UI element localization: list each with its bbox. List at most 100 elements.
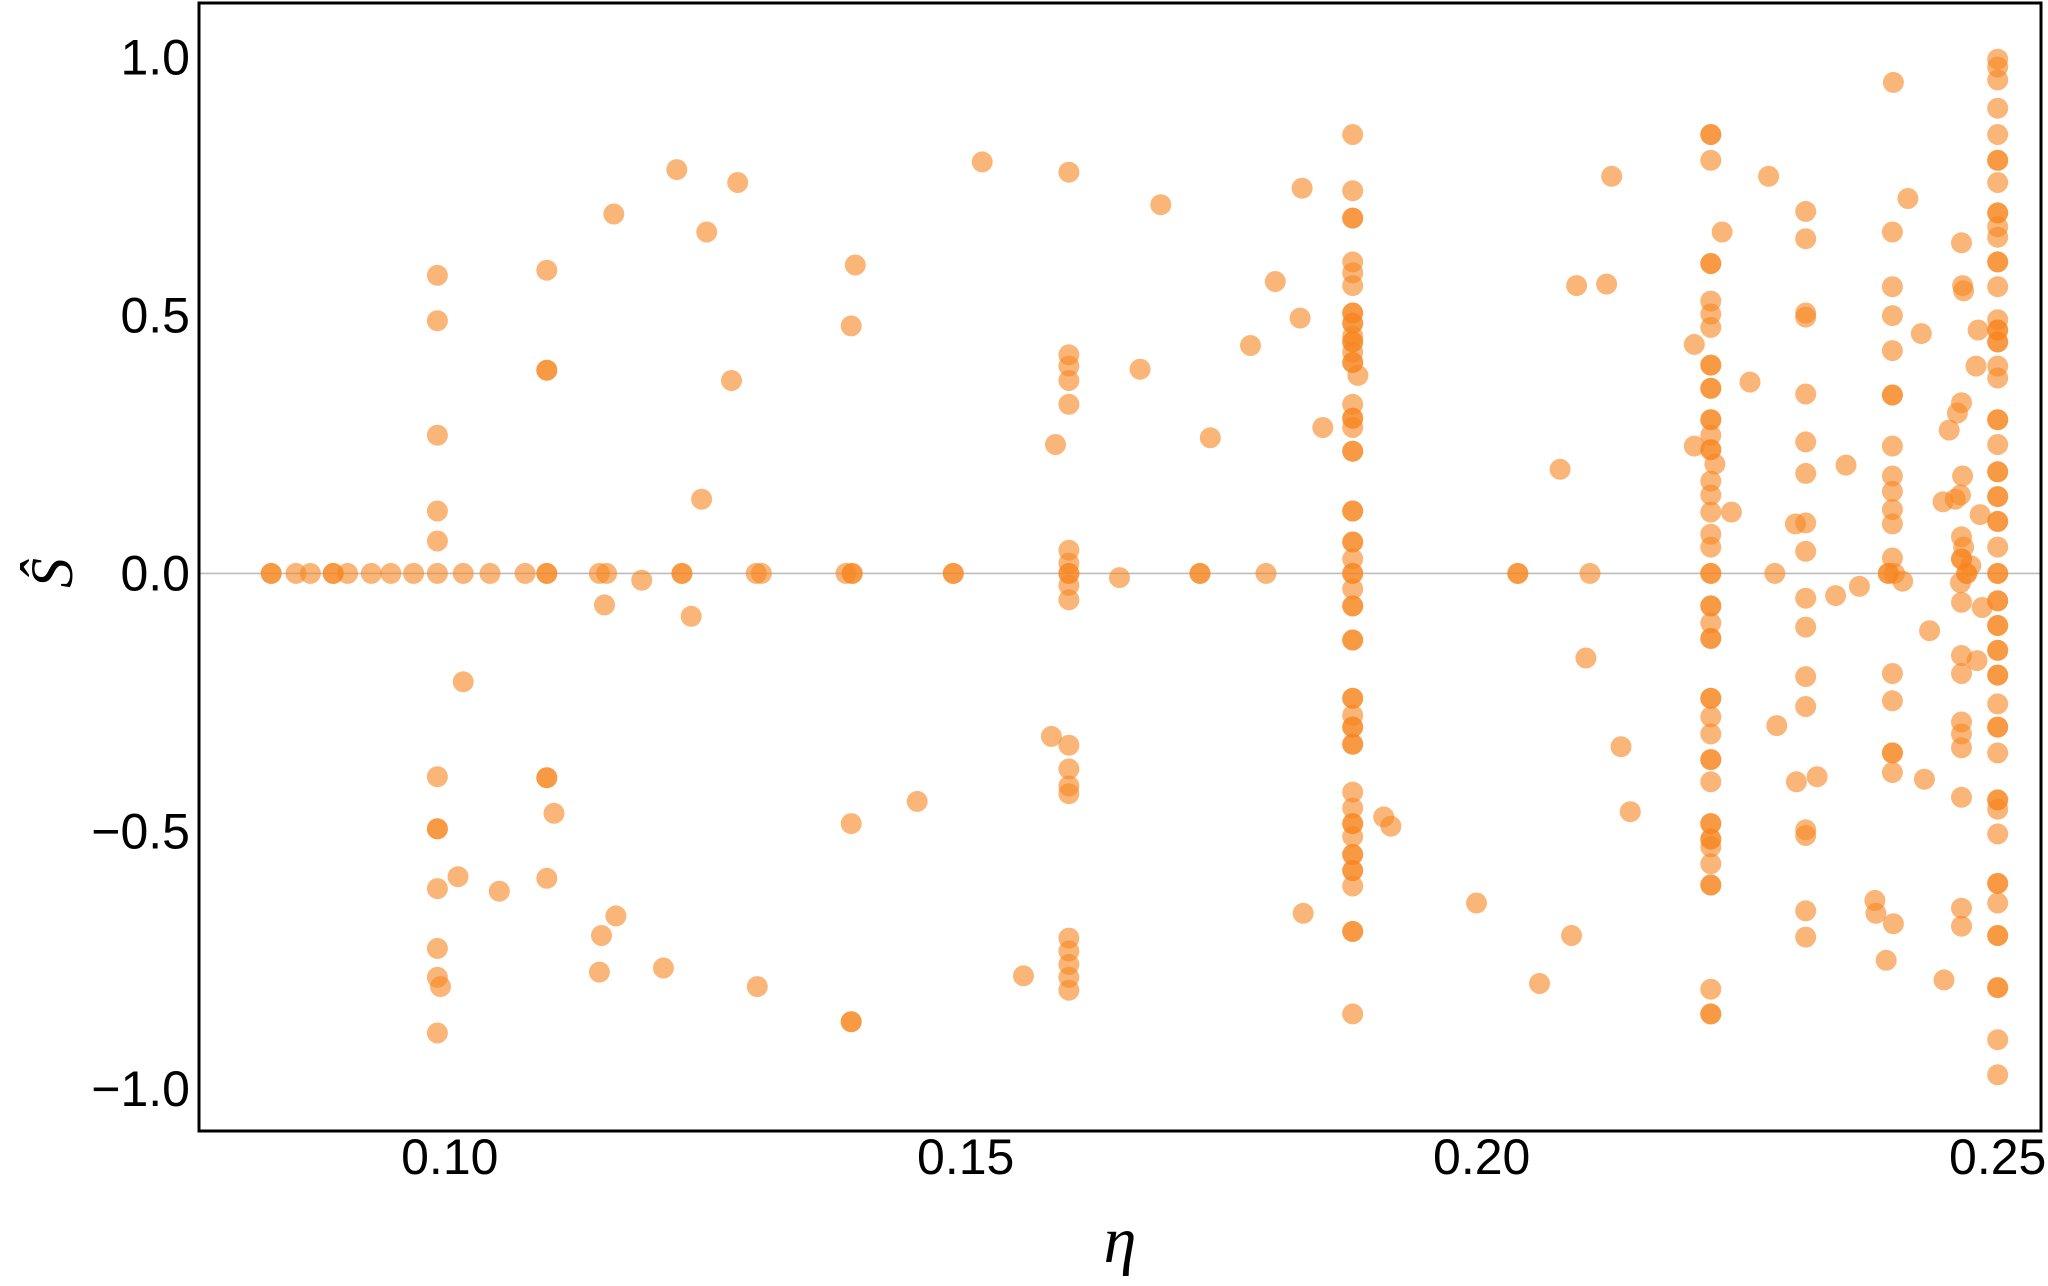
data-point	[1987, 331, 2009, 353]
data-point	[426, 424, 448, 446]
data-point	[1951, 737, 1972, 759]
data-point	[1342, 687, 1364, 709]
data-point	[1951, 915, 1972, 937]
y-tick-label: 0.0	[120, 545, 190, 601]
data-point	[1785, 771, 1807, 793]
data-point	[1342, 1003, 1364, 1025]
data-point	[1342, 578, 1364, 600]
data-point	[1058, 783, 1080, 805]
data-point	[1700, 484, 1722, 506]
data-point	[1700, 813, 1722, 835]
data-point	[1919, 620, 1941, 642]
data-point	[1987, 872, 2009, 894]
data-point	[1347, 364, 1369, 386]
data-point	[426, 766, 448, 788]
data-point	[727, 172, 749, 193]
data-point	[1987, 276, 2009, 298]
data-point	[1987, 486, 2009, 508]
data-point	[426, 1022, 448, 1044]
data-point	[1264, 271, 1286, 292]
data-point	[1058, 355, 1080, 377]
data-point	[840, 315, 862, 337]
x-tick-label: 0.25	[1949, 1129, 2046, 1185]
data-point	[1700, 149, 1722, 171]
data-point	[1342, 860, 1364, 881]
data-point	[1795, 431, 1817, 453]
data-point	[1881, 340, 1903, 362]
data-point	[1987, 716, 2009, 738]
data-point	[1013, 965, 1034, 987]
data-point	[1704, 453, 1726, 475]
data-point	[1700, 1003, 1722, 1025]
data-point	[1766, 715, 1788, 737]
data-point	[1058, 589, 1080, 611]
data-point	[1951, 897, 1972, 919]
data-point	[1881, 663, 1903, 684]
data-point	[1255, 562, 1277, 584]
y-tick-label: −0.5	[91, 803, 190, 859]
data-point	[536, 562, 558, 584]
data-point	[1795, 900, 1817, 922]
x-tick-label: 0.15	[917, 1129, 1014, 1185]
data-point	[536, 359, 558, 381]
data-point	[1795, 926, 1817, 948]
data-point	[1342, 180, 1364, 202]
data-point	[1342, 875, 1364, 897]
data-point	[360, 562, 382, 584]
data-point	[1529, 973, 1550, 994]
data-point	[337, 562, 359, 584]
data-point	[1795, 462, 1817, 484]
data-point	[403, 562, 425, 584]
data-point	[1865, 902, 1887, 924]
data-point	[452, 671, 474, 693]
data-point	[1987, 510, 2009, 532]
data-point	[1342, 207, 1364, 229]
data-point	[1881, 435, 1903, 457]
data-point	[1575, 647, 1597, 669]
data-point	[1969, 504, 1991, 526]
data-point	[603, 203, 625, 225]
data-point	[1795, 616, 1817, 638]
data-point	[479, 562, 501, 584]
data-point	[1700, 409, 1722, 431]
data-point	[1601, 165, 1623, 187]
data-point	[1960, 555, 1982, 577]
data-point	[1566, 275, 1588, 297]
data-point	[1881, 384, 1903, 406]
data-point	[1579, 562, 1601, 584]
data-point	[1040, 725, 1062, 747]
data-point	[1952, 465, 1974, 487]
data-point	[588, 961, 610, 983]
data-point	[536, 867, 558, 889]
data-point	[680, 605, 702, 627]
data-point	[1987, 461, 2009, 483]
data-point	[1881, 742, 1903, 764]
data-point	[1987, 226, 2009, 248]
data-point	[1950, 484, 1971, 506]
data-point	[426, 878, 448, 900]
data-point	[543, 802, 565, 824]
data-point	[746, 976, 768, 998]
data-point	[426, 562, 448, 584]
data-point	[1700, 536, 1722, 558]
data-point	[1342, 124, 1364, 145]
data-point	[1058, 979, 1080, 1001]
data-point	[426, 500, 448, 522]
data-point	[1700, 874, 1722, 896]
data-point	[1987, 97, 2009, 119]
data-point	[322, 562, 344, 584]
data-point	[1739, 371, 1761, 393]
data-point	[1700, 354, 1722, 376]
data-point	[1825, 585, 1847, 607]
data-point	[1129, 358, 1151, 380]
data-point	[1951, 232, 1972, 254]
data-point	[1292, 902, 1314, 924]
data-point	[1835, 454, 1857, 476]
data-point	[447, 866, 469, 888]
data-point	[691, 488, 713, 510]
data-point	[1342, 826, 1364, 847]
data-point	[1987, 1029, 2009, 1051]
data-point	[750, 562, 772, 584]
data-point	[1312, 417, 1334, 438]
